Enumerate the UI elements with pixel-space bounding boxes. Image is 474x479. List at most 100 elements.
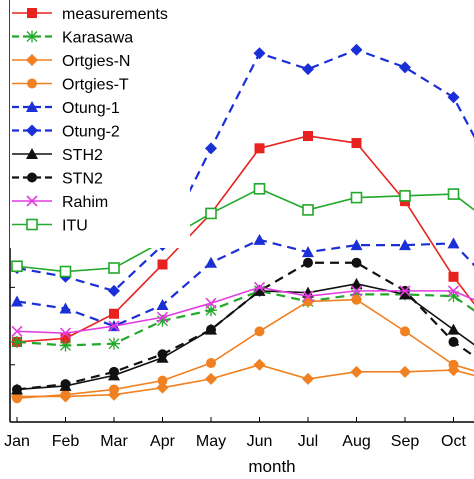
- data-point-stn2: [206, 324, 216, 335]
- data-point-rahim: [59, 327, 72, 339]
- legend-label: STH2: [62, 147, 103, 164]
- data-point-karasawa: [350, 288, 363, 301]
- data-point-karasawa: [447, 290, 460, 303]
- data-point-rahim: [302, 290, 314, 302]
- data-point-rahim: [253, 281, 266, 293]
- series-ortgies-t: [12, 294, 474, 404]
- legend-item-stn2: STN2: [12, 171, 103, 188]
- x-tick-label-jun: Jun: [247, 433, 273, 450]
- data-point-rahim: [205, 297, 217, 309]
- data-point-ortgies-t: [400, 326, 410, 337]
- x-tick-label-apr: Apr: [150, 433, 176, 450]
- data-point-karasawa: [59, 339, 72, 352]
- data-point-karasawa: [108, 337, 120, 350]
- data-point-itu: [59, 265, 72, 278]
- legend-label: STN2: [62, 171, 103, 188]
- data-point-otung-2: [350, 43, 363, 56]
- data-point-karasawa: [205, 304, 217, 317]
- data-point-stn2: [60, 379, 71, 390]
- legend-label: Karasawa: [62, 30, 133, 47]
- x-tick-label-jan: Jan: [4, 433, 30, 450]
- data-point-ortgies-t: [303, 296, 313, 307]
- legend-item-otung-1: Otung-1: [12, 100, 120, 117]
- data-point-otung-1: [253, 233, 266, 245]
- data-point-ortgies-t: [254, 326, 265, 337]
- series-line-ortgies-t: [16, 298, 474, 400]
- legend-label: Otung-2: [62, 124, 120, 141]
- legend-marker: [26, 148, 38, 159]
- data-point-otung-1: [59, 302, 72, 314]
- data-point-otung-2: [205, 142, 217, 155]
- legend-label: measurements: [62, 6, 168, 23]
- data-point-otung-2: [108, 284, 120, 297]
- data-point-ortgies-t: [157, 375, 168, 386]
- series-line-otung-1: [16, 238, 474, 328]
- data-point-itu: [447, 188, 460, 200]
- data-point-ortgies-n: [399, 365, 411, 378]
- data-point-ortgies-n: [205, 372, 217, 385]
- data-point-itu: [253, 183, 266, 195]
- data-point-stn2: [109, 366, 119, 377]
- x-tick-label-aug: Aug: [342, 433, 370, 450]
- data-point-otung-2: [302, 63, 314, 76]
- legend-item-sth2: STH2: [12, 147, 103, 164]
- x-axis-label: month: [248, 457, 295, 474]
- data-point-measurements: [448, 271, 459, 282]
- data-point-otung-1: [205, 256, 217, 268]
- legend-item-otung-2: Otung-2: [12, 124, 120, 141]
- data-point-stn2: [12, 384, 22, 395]
- data-point-ortgies-t: [12, 393, 22, 404]
- series-line-karasawa: [16, 289, 474, 347]
- data-point-rahim: [108, 320, 120, 332]
- axes: JanFebMarAprMayJunJulAugSepOctNov: [4, 0, 474, 450]
- data-point-measurements: [60, 333, 71, 344]
- data-point-ortgies-t: [448, 359, 459, 370]
- data-point-ortgies-t: [351, 294, 362, 305]
- data-point-rahim: [350, 285, 363, 297]
- legend-label: Ortgies-N: [62, 53, 130, 70]
- data-point-rahim: [447, 285, 460, 297]
- data-point-otung-1: [399, 239, 411, 251]
- data-point-ortgies-t: [60, 389, 71, 400]
- data-point-ortgies-n: [302, 372, 314, 385]
- data-point-rahim: [156, 311, 169, 323]
- legend-item-measurements: measurements: [12, 6, 168, 23]
- legend-label: ITU: [62, 218, 88, 235]
- legend-marker: [26, 30, 38, 43]
- legend-marker: [26, 101, 38, 112]
- data-point-itu: [11, 260, 23, 273]
- data-point-otung-1: [302, 246, 314, 258]
- data-point-sth2: [447, 323, 460, 335]
- data-point-ortgies-t: [109, 384, 119, 395]
- legend-marker: [27, 8, 37, 18]
- data-point-otung-1: [156, 298, 169, 310]
- legend-box: [10, 0, 190, 248]
- x-tick-label-mar: Mar: [100, 433, 128, 450]
- series-rahim: [11, 281, 474, 339]
- legend-marker: [26, 124, 38, 137]
- data-point-karasawa: [156, 314, 169, 327]
- data-point-ortgies-n: [350, 365, 363, 378]
- data-point-stn2: [351, 257, 362, 268]
- legend: measurements Karasawa Ortgies-N Ortgies-T Ot…: [10, 0, 190, 248]
- legend-label: Otung-1: [62, 100, 120, 117]
- data-point-otung-1: [11, 295, 23, 307]
- legend-label: Rahim: [62, 194, 108, 211]
- data-point-rahim: [399, 285, 411, 297]
- legend-marker: [27, 78, 37, 89]
- legend-marker: [26, 218, 38, 231]
- data-point-sth2: [350, 277, 363, 289]
- data-point-stn2: [448, 336, 459, 347]
- data-point-stn2: [157, 349, 168, 360]
- x-tick-label-jul: Jul: [298, 433, 318, 450]
- data-point-ortgies-n: [156, 381, 169, 394]
- data-point-measurements: [351, 138, 362, 149]
- data-point-stn2: [303, 257, 313, 268]
- legend-marker: [26, 195, 38, 207]
- data-point-measurements: [254, 143, 265, 154]
- legend-item-karasawa: Karasawa: [12, 30, 133, 47]
- data-point-measurements: [303, 131, 313, 141]
- data-point-itu: [205, 207, 217, 220]
